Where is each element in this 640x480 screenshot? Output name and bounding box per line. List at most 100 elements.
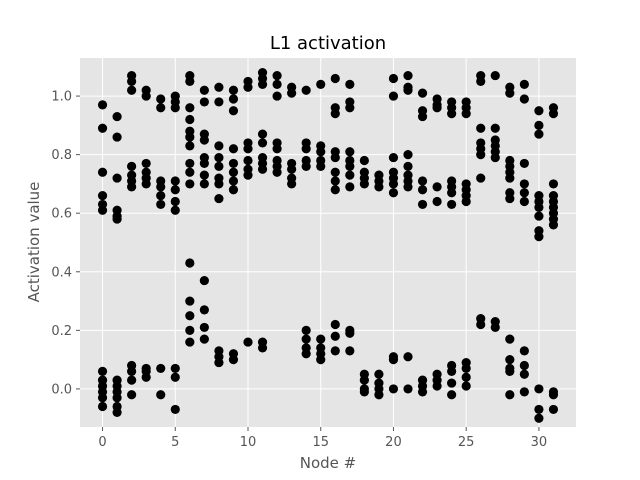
- data-point: [403, 384, 413, 394]
- data-point: [330, 73, 340, 84]
- data-point: [345, 79, 355, 89]
- data-point: [127, 85, 137, 95]
- data-point: [228, 106, 239, 116]
- y-axis-label: Activation value: [25, 182, 43, 303]
- data-point: [534, 120, 544, 130]
- data-point: [170, 363, 180, 374]
- data-point: [199, 322, 209, 333]
- data-point: [345, 328, 355, 338]
- data-point: [97, 401, 108, 412]
- data-point: [345, 161, 355, 171]
- data-point: [97, 205, 108, 215]
- data-point: [534, 202, 544, 212]
- data-point: [243, 144, 253, 154]
- data-point: [156, 182, 166, 192]
- data-point: [141, 179, 151, 189]
- data-point: [316, 355, 326, 365]
- y-tick-label: 1.0: [51, 90, 72, 105]
- data-point: [301, 144, 311, 154]
- data-point: [97, 366, 108, 376]
- data-point: [185, 296, 195, 306]
- data-point: [476, 76, 486, 87]
- y-tick-label: 0.2: [51, 324, 72, 339]
- data-point: [199, 85, 209, 95]
- data-point: [476, 123, 486, 133]
- data-point: [185, 141, 195, 151]
- data-point: [228, 185, 239, 195]
- x-tick-label: 25: [458, 435, 475, 450]
- data-point: [214, 82, 224, 92]
- data-point: [388, 152, 399, 163]
- data-point: [330, 346, 340, 356]
- x-tick-label: 20: [385, 435, 402, 450]
- data-point: [199, 158, 209, 169]
- data-point: [519, 158, 529, 169]
- data-point: [185, 132, 195, 142]
- data-point: [447, 366, 457, 376]
- data-point: [257, 129, 268, 139]
- data-point: [112, 214, 122, 224]
- data-point: [141, 372, 151, 382]
- data-point: [548, 404, 559, 415]
- data-point: [185, 311, 195, 321]
- data-point: [214, 97, 224, 107]
- data-point: [228, 176, 239, 186]
- data-point: [156, 103, 166, 113]
- data-point: [301, 325, 311, 335]
- data-point: [345, 182, 355, 192]
- data-point: [214, 357, 224, 368]
- x-tick-label: 0: [98, 435, 106, 450]
- data-point: [112, 393, 122, 403]
- data-point: [170, 185, 180, 195]
- data-point: [199, 135, 209, 145]
- data-point: [141, 91, 151, 101]
- data-point: [374, 182, 384, 192]
- axis-ticks: 0 5 10 15 20 25 30 0.0 0.2 0.4 0.6 0.8 1.0: [51, 90, 547, 450]
- data-point: [170, 103, 180, 113]
- data-point: [403, 182, 413, 192]
- data-point: [97, 393, 108, 403]
- data-point: [156, 94, 166, 104]
- data-point: [316, 147, 326, 157]
- data-point: [156, 191, 166, 201]
- data-point: [228, 158, 239, 169]
- data-point: [243, 337, 253, 347]
- y-tick-label: 0.4: [51, 265, 72, 280]
- data-point: [330, 109, 340, 119]
- data-point: [447, 199, 457, 210]
- data-point: [403, 85, 413, 95]
- data-point: [185, 337, 195, 347]
- data-point: [272, 91, 282, 101]
- data-point: [534, 404, 544, 415]
- data-point: [548, 179, 559, 189]
- data-point: [272, 144, 282, 154]
- data-point: [388, 73, 399, 84]
- data-point: [112, 132, 122, 142]
- data-point: [316, 334, 326, 344]
- data-point: [185, 103, 195, 113]
- data-point: [185, 179, 195, 189]
- data-point: [505, 193, 515, 204]
- data-point: [156, 363, 166, 374]
- data-point: [519, 360, 529, 371]
- chart-title: L1 activation: [270, 33, 386, 54]
- data-point: [214, 193, 224, 204]
- data-point: [228, 85, 239, 95]
- data-point: [461, 109, 471, 119]
- data-point: [417, 176, 428, 186]
- data-point: [170, 205, 180, 215]
- data-point: [330, 152, 340, 163]
- data-point: [417, 199, 428, 210]
- data-point: [257, 343, 268, 353]
- data-point: [490, 70, 500, 81]
- data-point: [243, 170, 253, 180]
- data-point: [534, 106, 544, 116]
- data-point: [403, 352, 413, 362]
- data-point: [417, 111, 428, 122]
- data-point: [432, 196, 442, 207]
- data-point: [534, 211, 544, 221]
- data-point: [287, 179, 297, 189]
- grid: [80, 58, 576, 427]
- data-point: [301, 161, 311, 171]
- x-tick-label: 10: [240, 435, 257, 450]
